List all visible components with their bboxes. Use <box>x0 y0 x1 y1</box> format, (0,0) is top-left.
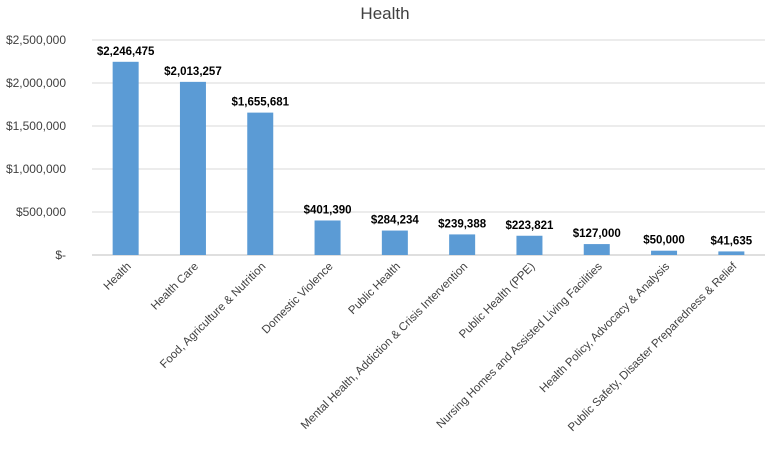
chart-title: Health <box>360 4 410 23</box>
data-label: $2,246,475 <box>97 46 155 58</box>
y-tick-label: $1,500,000 <box>6 119 66 133</box>
x-tick-label: Health Policy, Advocacy & Analysis <box>538 260 673 395</box>
bar <box>179 81 206 256</box>
bar <box>651 250 678 255</box>
bar <box>583 244 610 255</box>
y-tick-label: $2,000,000 <box>6 76 66 90</box>
x-tick-label: Public Health (PPE) <box>457 261 537 341</box>
data-label: $41,635 <box>711 235 753 247</box>
x-tick-label: Health Care <box>149 261 201 313</box>
data-label: $1,655,681 <box>231 97 289 109</box>
bar <box>718 251 745 255</box>
bar <box>247 112 274 255</box>
x-tick-label: Public Health <box>347 261 403 317</box>
y-tick-label: $2,500,000 <box>6 33 66 47</box>
bar <box>449 234 476 255</box>
data-label: $284,234 <box>371 215 420 227</box>
data-label: $2,013,257 <box>164 66 222 78</box>
data-label: $50,000 <box>643 235 685 247</box>
x-tick-label: Health <box>102 261 134 293</box>
y-tick-label: $500,000 <box>16 205 66 219</box>
bar <box>516 235 543 255</box>
x-tick-label: Domestic Violence <box>260 261 336 337</box>
data-label: $239,388 <box>438 218 487 230</box>
y-tick-label: $1,000,000 <box>6 162 66 176</box>
data-label: $401,390 <box>304 204 352 216</box>
bar <box>112 61 139 256</box>
bar <box>314 220 341 255</box>
y-tick-label: $- <box>55 248 66 262</box>
bar <box>381 230 408 255</box>
data-label: $223,821 <box>505 220 554 232</box>
data-label: $127,000 <box>573 228 621 240</box>
